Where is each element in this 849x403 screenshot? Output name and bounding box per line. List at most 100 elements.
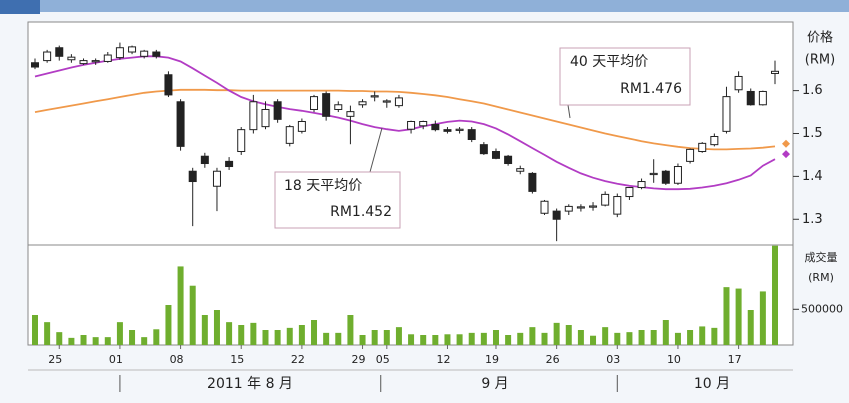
volume-bar <box>395 327 402 345</box>
x-tick-label: 05 <box>376 353 390 366</box>
candle-body <box>310 96 319 110</box>
volume-bar <box>480 332 487 345</box>
x-tick-label: 12 <box>436 353 450 366</box>
candle-body <box>455 128 464 131</box>
volume-bar <box>80 335 87 345</box>
candle-body <box>407 120 416 130</box>
volume-bar <box>577 330 584 345</box>
top-strip <box>0 0 849 12</box>
volume-bar <box>104 337 111 345</box>
candle-body <box>491 151 500 159</box>
volume-bar <box>189 285 196 345</box>
volume-bar <box>626 332 633 345</box>
volume-bar <box>250 322 257 345</box>
candle-body <box>382 100 391 103</box>
candle-body <box>261 108 270 128</box>
candle-body <box>237 129 246 153</box>
candle-body <box>164 74 173 96</box>
volume-bar <box>614 332 621 345</box>
candle-body <box>601 193 610 206</box>
volume-bar <box>711 327 718 345</box>
value-marker <box>782 150 790 159</box>
y-axis-label: (RM) <box>808 271 834 284</box>
annotation-title: 40 天平均价 <box>570 54 648 70</box>
candle-body <box>67 56 76 61</box>
volume-bar <box>298 325 305 345</box>
annotation-title: 18 天平均价 <box>284 178 362 194</box>
candle-body <box>649 172 658 176</box>
volume-bar <box>226 322 233 345</box>
volume-bar <box>638 330 645 345</box>
candle-body <box>152 51 161 57</box>
volume-bar <box>772 245 778 345</box>
volume-bar <box>565 325 572 345</box>
volume-bar <box>347 315 354 345</box>
volume-bar <box>674 332 681 345</box>
candle-body <box>722 96 731 132</box>
annotation-value: RM1.476 <box>620 81 682 97</box>
y-axis-label: (RM) <box>805 53 835 68</box>
y-tick-label: 500000 <box>801 302 843 315</box>
candle-body <box>673 166 682 184</box>
volume-bar <box>747 310 754 345</box>
candle-body <box>31 62 39 68</box>
volume-bar <box>408 334 415 345</box>
candle-body <box>431 123 440 131</box>
candle-body <box>564 205 573 212</box>
candle-body <box>225 160 234 168</box>
volume-bar <box>92 337 99 345</box>
candle-body <box>43 51 52 62</box>
volume-bar <box>420 335 427 345</box>
y-tick-label: 1.6 <box>802 83 823 98</box>
candle-body <box>686 148 695 162</box>
candle-body <box>516 168 525 172</box>
candle-body <box>758 90 767 106</box>
annotation-leader <box>369 127 383 173</box>
candle-body <box>443 129 452 132</box>
volume-bar <box>444 334 451 345</box>
candle-body <box>128 46 137 53</box>
volume-bar <box>68 337 75 345</box>
volume-bar <box>274 330 281 345</box>
candle-body <box>552 210 561 220</box>
volume-bar <box>286 327 293 345</box>
corner-tab <box>0 0 40 14</box>
volume-bar <box>129 330 136 345</box>
candle-body <box>103 54 112 62</box>
volume-bar <box>602 327 609 345</box>
candle-body <box>625 187 634 198</box>
period-label: 10 月 <box>694 376 730 392</box>
candle-body <box>322 93 331 117</box>
volume-bar <box>735 288 742 345</box>
volume-bar <box>759 291 766 345</box>
candle-body <box>698 142 707 153</box>
period-label: 2011 年 8 月 <box>207 376 293 392</box>
candle-body <box>589 205 598 208</box>
volume-bar <box>32 315 38 345</box>
volume-bar <box>177 266 184 345</box>
x-tick-label: 19 <box>485 353 499 366</box>
candle-body <box>467 129 476 141</box>
volume-bar <box>456 334 463 345</box>
y-tick-label: 1.3 <box>802 212 823 227</box>
candle-body <box>746 90 755 106</box>
volume-bar <box>650 330 657 345</box>
x-tick-label: 01 <box>109 353 123 366</box>
candle-body <box>576 206 585 209</box>
value-marker <box>782 139 790 148</box>
x-tick-label: 29 <box>352 353 366 366</box>
volume-bar <box>56 332 63 345</box>
volume-bar <box>723 287 730 345</box>
volume-bar <box>153 329 160 345</box>
volume-bar <box>687 330 694 345</box>
candle-body <box>212 170 221 187</box>
candle-body <box>637 181 646 189</box>
x-tick-label: 03 <box>606 353 620 366</box>
candle-body <box>771 70 779 74</box>
volume-bar <box>492 330 499 345</box>
candle-body <box>273 101 282 120</box>
candle-body <box>734 75 743 91</box>
x-tick-label: 25 <box>48 353 62 366</box>
x-tick-label: 17 <box>728 353 742 366</box>
